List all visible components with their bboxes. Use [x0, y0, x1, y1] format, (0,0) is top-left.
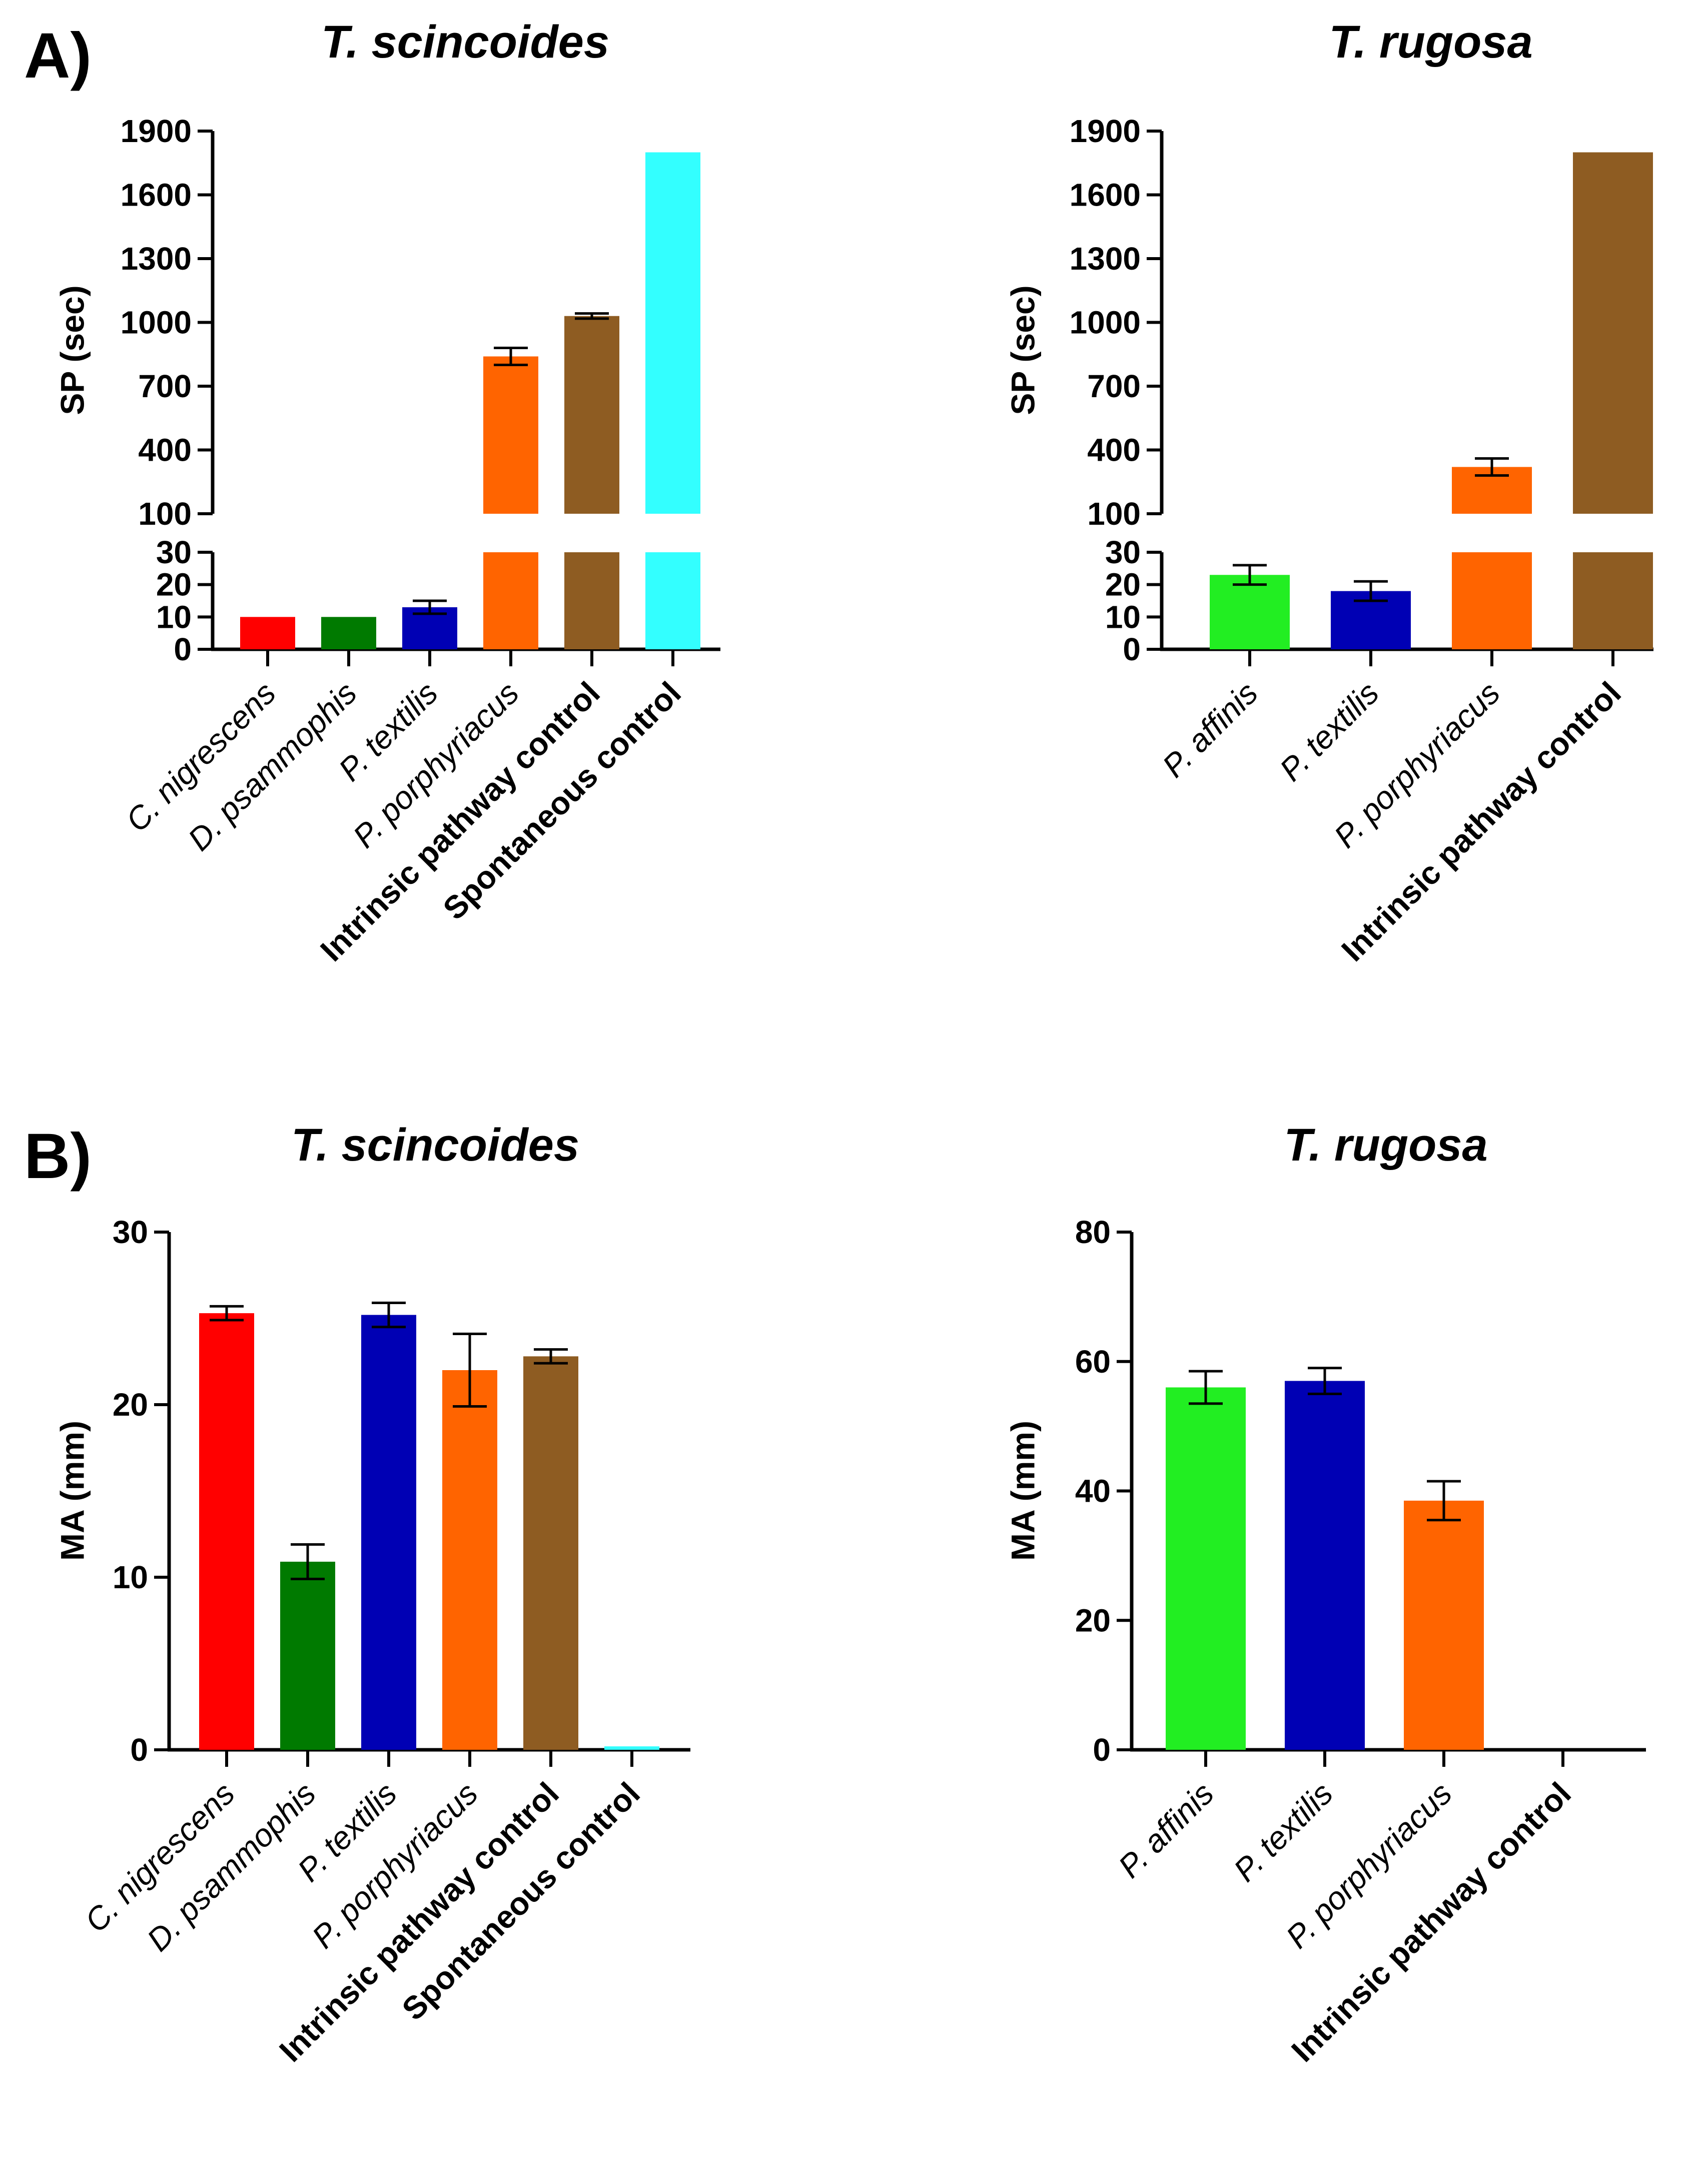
chart-title: T. rugosa	[1284, 1120, 1487, 1171]
y-axis-label: MA (mm)	[54, 1421, 91, 1561]
bar	[1404, 1500, 1484, 1750]
panel-label-b: B)	[24, 1121, 92, 1192]
y-tick-label: 0	[130, 1732, 148, 1768]
y-tick-label: 0	[1093, 1732, 1111, 1768]
panel-label-a: A)	[24, 20, 92, 92]
chart-title: T. scincoides	[291, 1120, 579, 1171]
y-tick-label: 400	[138, 432, 192, 468]
y-tick-label: 60	[1075, 1344, 1111, 1380]
y-axis-label: SP (sec)	[1004, 285, 1041, 415]
y-tick-label: 1600	[1070, 177, 1141, 213]
y-tick-label: 40	[1075, 1473, 1111, 1509]
y-tick-label: 0	[174, 631, 192, 667]
y-tick-label: 10	[1105, 599, 1141, 635]
x-category-label: P. textilis	[1273, 675, 1386, 788]
bar-lower-segment	[1452, 552, 1532, 649]
bar-lower-segment	[483, 552, 538, 649]
bar-lower-segment	[564, 552, 619, 649]
y-tick-label: 80	[1075, 1214, 1111, 1250]
y-tick-label: 10	[156, 599, 192, 635]
bar	[280, 1561, 335, 1750]
bar	[564, 316, 619, 514]
y-tick-label: 100	[138, 496, 192, 532]
y-tick-label: 20	[113, 1387, 148, 1423]
bar	[240, 617, 295, 649]
y-tick-label: 20	[1075, 1602, 1111, 1638]
bar	[321, 617, 376, 649]
x-category-label: P. affinis	[1155, 675, 1265, 784]
bar	[1166, 1387, 1246, 1750]
bar	[442, 1370, 497, 1750]
bar	[199, 1313, 254, 1750]
y-axis-label: SP (sec)	[54, 285, 91, 415]
bar	[645, 152, 700, 514]
y-tick-label: 1000	[121, 305, 192, 341]
y-tick-label: 30	[156, 534, 192, 570]
y-tick-label: 20	[156, 567, 192, 603]
y-tick-label: 20	[1105, 567, 1141, 603]
y-tick-label: 1900	[1070, 113, 1141, 149]
y-tick-label: 1000	[1070, 305, 1141, 341]
y-axis-label: MA (mm)	[1004, 1421, 1041, 1561]
y-tick-label: 700	[138, 368, 192, 404]
y-tick-label: 100	[1087, 496, 1141, 532]
bar	[361, 1315, 416, 1750]
y-tick-label: 1900	[121, 113, 192, 149]
bar-lower-segment	[645, 552, 700, 649]
bar	[604, 1746, 659, 1750]
y-tick-label: 400	[1087, 432, 1141, 468]
y-tick-label: 700	[1087, 368, 1141, 404]
chart-title: T. rugosa	[1329, 17, 1532, 68]
y-tick-label: 30	[1105, 534, 1141, 570]
bar-lower-segment	[1573, 552, 1653, 649]
y-tick-label: 1600	[121, 177, 192, 213]
bar	[1285, 1381, 1365, 1750]
y-tick-label: 10	[113, 1559, 148, 1595]
y-tick-label: 1300	[1070, 241, 1141, 277]
y-tick-label: 1300	[121, 241, 192, 277]
bar	[483, 356, 538, 514]
chart-title: T. scincoides	[321, 17, 609, 68]
bar	[523, 1356, 578, 1750]
x-category-label: P. affinis	[1111, 1775, 1221, 1885]
y-tick-label: 30	[113, 1214, 148, 1250]
x-category-label: P. textilis	[1227, 1775, 1340, 1888]
bar	[1210, 575, 1290, 649]
y-tick-label: 0	[1123, 631, 1141, 667]
bar	[1573, 152, 1653, 514]
